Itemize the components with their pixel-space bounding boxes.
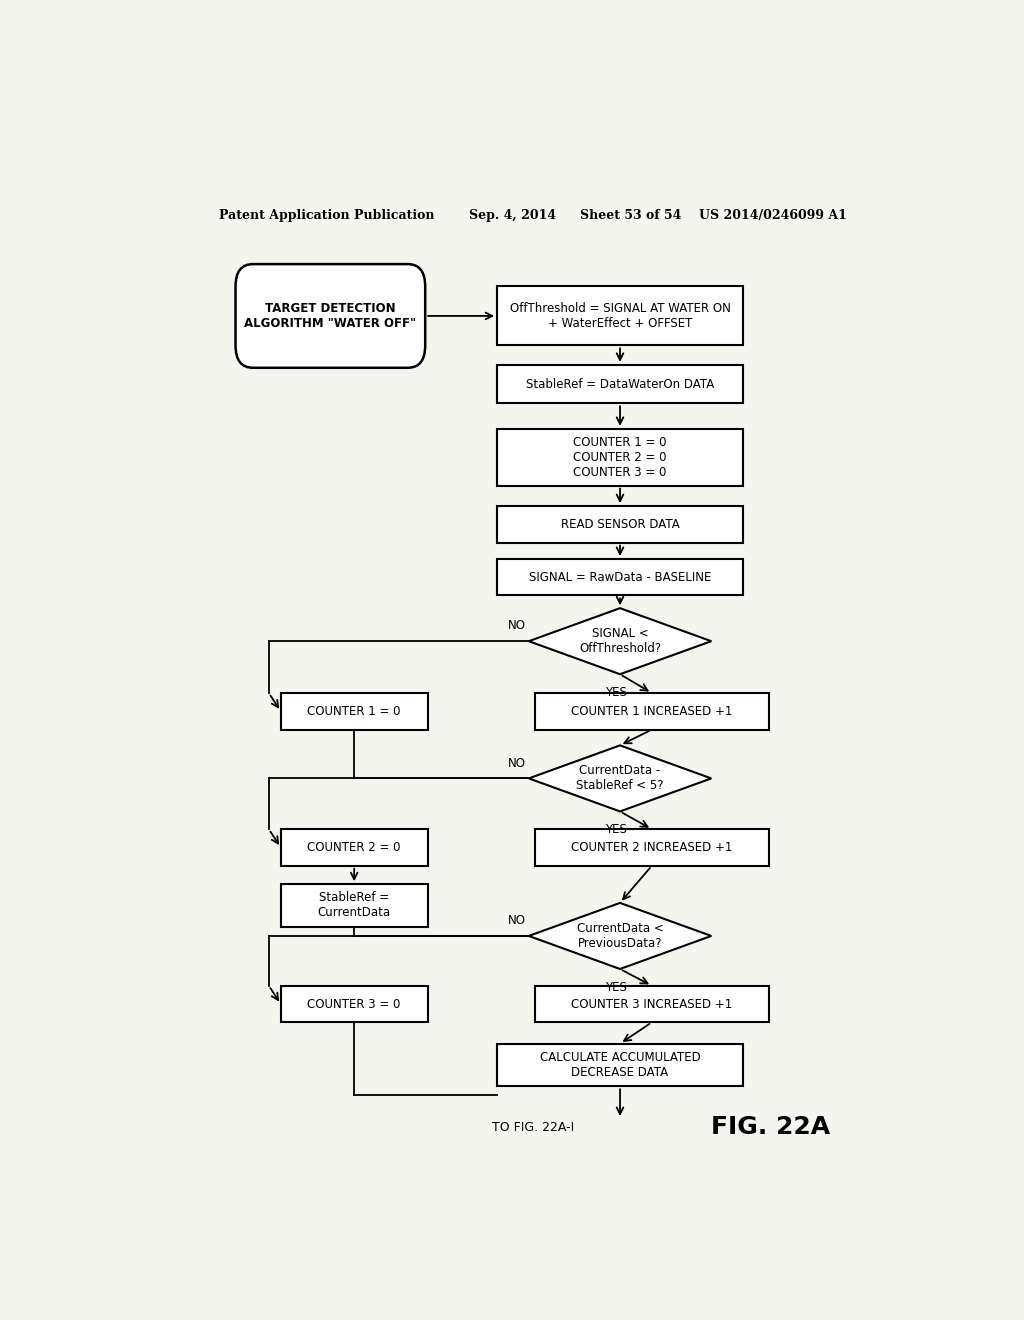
Polygon shape [528, 746, 712, 812]
Text: COUNTER 1 = 0: COUNTER 1 = 0 [307, 705, 401, 718]
Text: NO: NO [508, 756, 526, 770]
Text: StableRef =
CurrentData: StableRef = CurrentData [317, 891, 391, 920]
FancyBboxPatch shape [535, 829, 769, 866]
FancyBboxPatch shape [281, 986, 428, 1022]
Polygon shape [528, 903, 712, 969]
Text: StableRef = DataWaterOn DATA: StableRef = DataWaterOn DATA [526, 378, 714, 391]
Text: Sheet 53 of 54: Sheet 53 of 54 [581, 209, 682, 222]
Text: NO: NO [508, 915, 526, 927]
Text: COUNTER 3 INCREASED +1: COUNTER 3 INCREASED +1 [571, 998, 732, 1011]
FancyBboxPatch shape [497, 286, 743, 346]
Text: TARGET DETECTION
ALGORITHM "WATER OFF": TARGET DETECTION ALGORITHM "WATER OFF" [245, 302, 417, 330]
Text: FIG. 22A: FIG. 22A [712, 1115, 830, 1139]
Text: NO: NO [508, 619, 526, 632]
Text: YES: YES [605, 981, 627, 994]
FancyBboxPatch shape [535, 986, 769, 1022]
Text: SIGNAL <
OffThreshold?: SIGNAL < OffThreshold? [579, 627, 662, 655]
FancyBboxPatch shape [497, 506, 743, 543]
Text: US 2014/0246099 A1: US 2014/0246099 A1 [699, 209, 847, 222]
Text: Patent Application Publication: Patent Application Publication [219, 209, 435, 222]
Text: Sep. 4, 2014: Sep. 4, 2014 [469, 209, 556, 222]
Polygon shape [528, 609, 712, 675]
Text: COUNTER 1 INCREASED +1: COUNTER 1 INCREASED +1 [571, 705, 732, 718]
Text: CurrentData <
PreviousData?: CurrentData < PreviousData? [577, 921, 664, 950]
Text: COUNTER 1 = 0
COUNTER 2 = 0
COUNTER 3 = 0: COUNTER 1 = 0 COUNTER 2 = 0 COUNTER 3 = … [573, 436, 667, 479]
FancyBboxPatch shape [497, 429, 743, 486]
FancyBboxPatch shape [281, 884, 428, 927]
FancyBboxPatch shape [497, 558, 743, 595]
FancyBboxPatch shape [497, 364, 743, 404]
Text: TO FIG. 22A-I: TO FIG. 22A-I [492, 1121, 573, 1134]
FancyBboxPatch shape [535, 693, 769, 730]
Text: COUNTER 3 = 0: COUNTER 3 = 0 [307, 998, 400, 1011]
Text: CALCULATE ACCUMULATED
DECREASE DATA: CALCULATE ACCUMULATED DECREASE DATA [540, 1051, 700, 1078]
Text: YES: YES [605, 686, 627, 700]
FancyBboxPatch shape [497, 1044, 743, 1086]
Text: READ SENSOR DATA: READ SENSOR DATA [561, 517, 679, 531]
FancyBboxPatch shape [281, 693, 428, 730]
Text: COUNTER 2 = 0: COUNTER 2 = 0 [307, 841, 401, 854]
FancyBboxPatch shape [281, 829, 428, 866]
Text: YES: YES [605, 824, 627, 837]
Text: COUNTER 2 INCREASED +1: COUNTER 2 INCREASED +1 [571, 841, 732, 854]
FancyBboxPatch shape [236, 264, 425, 368]
Text: SIGNAL = RawData - BASELINE: SIGNAL = RawData - BASELINE [528, 570, 712, 583]
Text: OffThreshold = SIGNAL AT WATER ON
+ WaterEffect + OFFSET: OffThreshold = SIGNAL AT WATER ON + Wate… [510, 302, 730, 330]
Text: CurrentData -
StableRef < 5?: CurrentData - StableRef < 5? [577, 764, 664, 792]
